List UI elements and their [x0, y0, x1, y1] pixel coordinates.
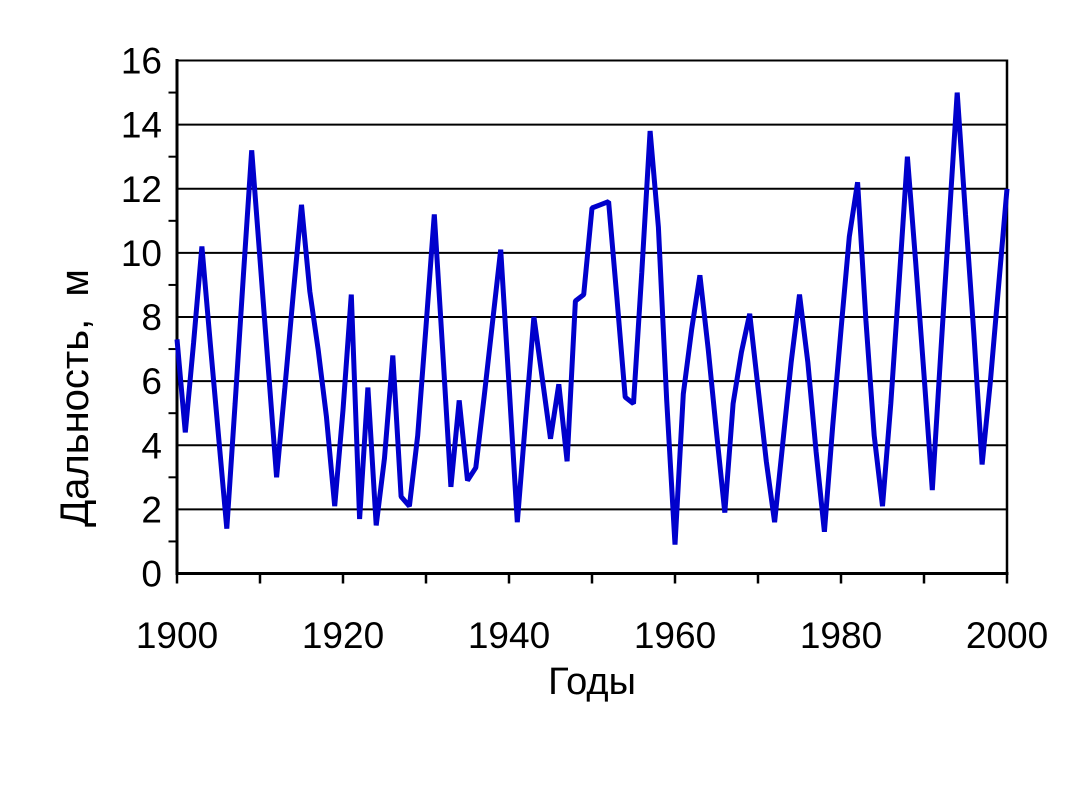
y-axis-title: Дальность, м [53, 269, 97, 527]
y-tick-label-16: 16 [121, 41, 162, 82]
x-tick-label-1960: 1960 [634, 615, 716, 656]
y-axis-tick-labels: 0 2 4 6 8 10 12 14 16 [121, 41, 162, 595]
series-line [174, 92, 1010, 545]
y-tick-label-10: 10 [121, 233, 162, 274]
x-tick-label-2000: 2000 [966, 615, 1048, 656]
y-tick-label-12: 12 [121, 169, 162, 210]
y-tick-label-2: 2 [141, 489, 162, 530]
data-series-group [174, 92, 1010, 545]
y-tick-label-14: 14 [121, 105, 162, 146]
horizontal-gridlines [177, 59, 1007, 511]
x-tick-label-1940: 1940 [468, 615, 550, 656]
y-tick-label-8: 8 [141, 297, 162, 338]
x-tick-label-1980: 1980 [800, 615, 882, 656]
x-tick-label-1920: 1920 [302, 615, 384, 656]
x-tick-label-1900: 1900 [136, 615, 218, 656]
y-tick-label-4: 4 [141, 425, 162, 466]
x-axis-title: Годы [548, 661, 636, 703]
y-tick-label-0: 0 [141, 554, 162, 595]
x-axis-tick-labels: 1900 1920 1940 1960 1980 2000 [136, 615, 1048, 656]
x-axis-ticks [175, 573, 1009, 584]
plot-border [175, 59, 1009, 575]
y-tick-label-6: 6 [141, 361, 162, 402]
